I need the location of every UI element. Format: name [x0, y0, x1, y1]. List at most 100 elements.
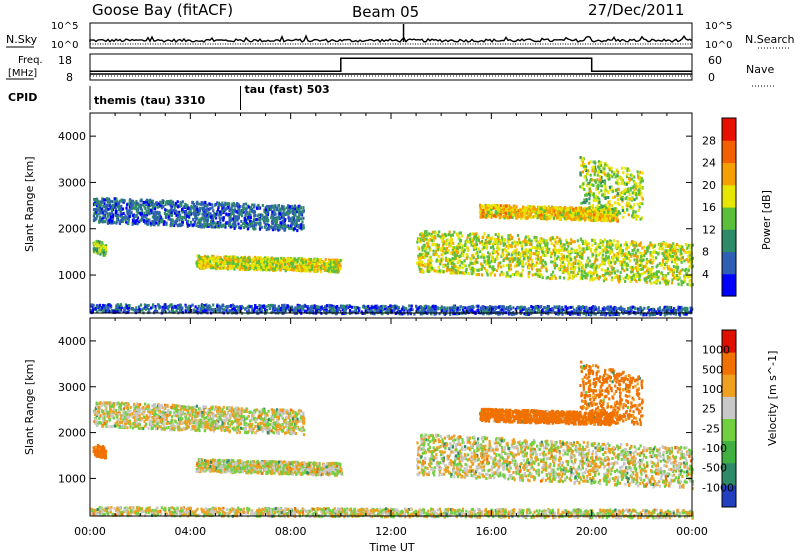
power-point: [635, 251, 638, 255]
power-point: [97, 206, 100, 210]
power-point: [118, 308, 121, 312]
power-point: [506, 306, 509, 310]
date-title: 27/Dec/2011: [588, 1, 684, 19]
power-point: [118, 201, 121, 205]
power-point: [221, 216, 224, 220]
power-point: [219, 210, 222, 214]
power-point: [171, 203, 174, 206]
power-point: [130, 204, 133, 208]
power-point: [665, 312, 669, 316]
power-point: [251, 264, 254, 268]
power-point: [215, 267, 218, 271]
power-point: [281, 206, 284, 210]
power-point: [144, 215, 147, 219]
power-point: [512, 306, 515, 310]
power-point: [313, 268, 316, 271]
power-point: [578, 246, 581, 250]
power-point: [94, 207, 97, 211]
power-point: [643, 254, 646, 258]
power-point: [255, 206, 259, 210]
power-point: [280, 221, 283, 225]
power-point: [609, 305, 612, 309]
power-point: [206, 257, 209, 260]
power-point: [231, 217, 234, 221]
power-point: [521, 247, 524, 251]
power-point: [255, 306, 258, 310]
power-point: [286, 304, 289, 308]
power-point: [556, 305, 559, 309]
power-point: [586, 243, 589, 247]
power-point: [513, 312, 516, 316]
power-point: [104, 206, 107, 210]
power-point: [158, 305, 161, 309]
power-point: [155, 214, 158, 218]
power-point: [499, 305, 502, 309]
power-point: [622, 258, 625, 262]
power-point: [241, 259, 244, 263]
power-point: [201, 266, 204, 270]
power-point: [688, 265, 691, 269]
power-point: [603, 274, 606, 278]
power-point: [319, 265, 322, 269]
power-point: [650, 308, 653, 311]
power-point: [325, 305, 328, 309]
power-point: [287, 226, 291, 230]
power-point: [418, 254, 421, 258]
power-point: [267, 267, 270, 271]
power-point: [114, 200, 117, 204]
power-point: [397, 308, 400, 311]
power-point: [99, 216, 102, 220]
power-point: [164, 216, 168, 219]
power-point: [174, 305, 177, 309]
power-point: [254, 261, 257, 265]
power-point: [209, 215, 213, 219]
power-point: [616, 241, 619, 245]
power-point: [299, 261, 302, 265]
power-point: [293, 265, 297, 269]
power-point: [660, 263, 663, 267]
power-point: [106, 221, 110, 225]
power-point: [530, 242, 533, 246]
power-point: [247, 309, 250, 313]
power-point: [438, 312, 441, 316]
power-point: [250, 262, 254, 266]
power-point: [685, 309, 688, 313]
power-point: [157, 211, 160, 215]
power-point: [469, 306, 472, 310]
power-point: [235, 216, 238, 220]
power-point: [238, 309, 241, 313]
power-point: [207, 215, 210, 219]
power-point: [271, 221, 274, 225]
power-point: [131, 221, 134, 225]
power-point: [225, 207, 228, 210]
power-point: [120, 215, 123, 219]
power-point: [544, 310, 547, 314]
power-point: [225, 212, 228, 216]
power-point: [144, 207, 147, 211]
power-point: [214, 216, 218, 220]
power-point: [102, 309, 105, 313]
power-point: [231, 261, 234, 265]
power-point: [657, 310, 661, 314]
power-point: [660, 271, 663, 275]
power-point: [420, 260, 423, 264]
power-point: [430, 310, 433, 314]
power-point: [199, 310, 202, 314]
power-point: [524, 309, 527, 312]
power-point: [272, 205, 276, 209]
power-point: [178, 218, 181, 222]
power-point: [509, 307, 513, 311]
power-point: [139, 206, 142, 210]
power-point: [590, 274, 593, 278]
power-point: [481, 305, 484, 309]
power-point: [432, 249, 435, 253]
power-point: [655, 256, 658, 260]
power-point: [285, 260, 288, 263]
power-point: [484, 306, 487, 310]
power-point: [296, 260, 299, 264]
power-point: [239, 265, 242, 269]
power-point: [616, 275, 619, 279]
power-point: [228, 220, 231, 224]
power-point: [481, 247, 484, 251]
power-point: [515, 261, 518, 265]
